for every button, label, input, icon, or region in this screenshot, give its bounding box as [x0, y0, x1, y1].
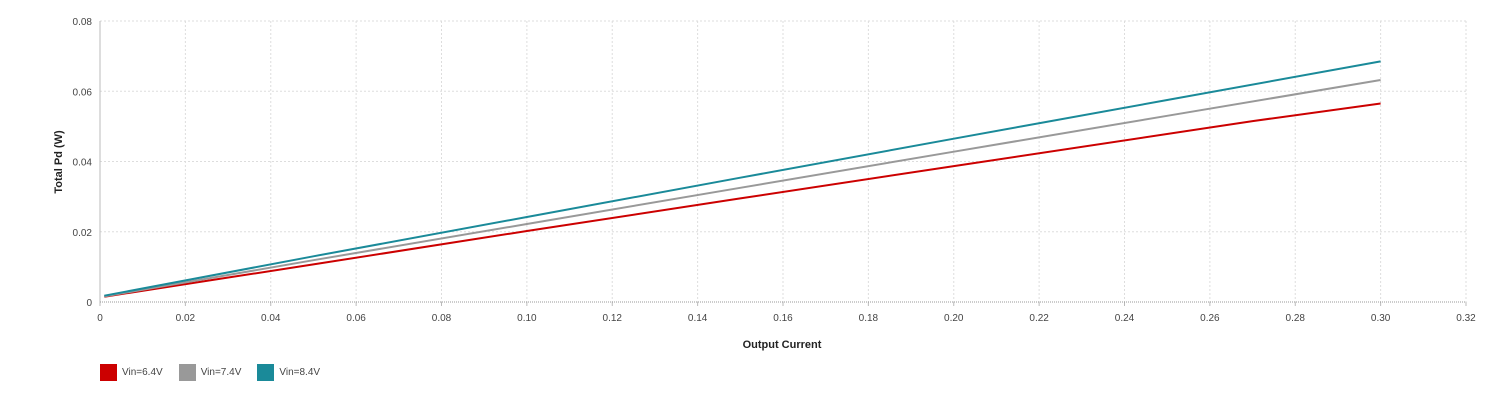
y-tick-label: 0.04 — [73, 158, 93, 169]
legend-item[interactable]: Vin=8.4V — [257, 364, 320, 381]
legend-item[interactable]: Vin=7.4V — [178, 364, 242, 381]
y-tick-label: 0 — [86, 298, 92, 309]
x-tick-label: 0.26 — [1200, 313, 1220, 324]
series-line — [104, 79, 1381, 298]
x-tick-label: 0.04 — [261, 313, 281, 324]
x-tick-label: 0.28 — [1286, 313, 1306, 324]
series-line — [104, 60, 1381, 297]
y-tick-labels: 0 0.02 0.04 0.06 0.08 — [73, 17, 93, 309]
legend-swatch — [257, 364, 275, 381]
legend: Vin=6.4V Vin=7.4V Vin=8.4V — [100, 364, 320, 381]
x-tick-label: 0.18 — [859, 313, 879, 324]
x-tick-label: 0.32 — [1456, 313, 1476, 324]
y-tick-label: 0.08 — [73, 17, 93, 28]
series-line — [104, 102, 1381, 298]
x-tick-label: 0.12 — [603, 313, 623, 324]
x-tick-label: 0.02 — [176, 313, 196, 324]
x-tick-label: 0.22 — [1029, 313, 1049, 324]
x-tick-label: 0.10 — [517, 313, 537, 324]
legend-item[interactable]: Vin=6.4V — [100, 364, 163, 381]
x-tick-label: 0 — [97, 313, 103, 324]
y-tick-label: 0.02 — [73, 228, 93, 239]
x-tick-label: 0.20 — [944, 313, 964, 324]
y-tick-label: 0.06 — [73, 87, 93, 98]
legend-label: Vin=6.4V — [122, 367, 163, 378]
legend-label: Vin=8.4V — [279, 367, 321, 378]
axes — [99, 21, 1467, 306]
x-tick-label: 0.14 — [688, 313, 708, 324]
x-tick-label: 0.16 — [773, 313, 793, 324]
grid-lines — [100, 20, 1467, 302]
x-tick-label: 0.30 — [1371, 313, 1391, 324]
series-lines — [104, 60, 1381, 298]
legend-swatch — [178, 364, 196, 381]
legend-swatch — [100, 364, 117, 381]
x-tick-label: 0.06 — [346, 313, 366, 324]
legend-label: Vin=7.4V — [200, 367, 242, 378]
x-axis-title: Output Current — [743, 339, 822, 351]
y-axis-title: Total Pd (W) — [53, 130, 65, 194]
x-tick-label: 0.24 — [1115, 313, 1135, 324]
x-tick-labels: 0 0.02 0.04 0.06 0.08 0.10 0.12 0.14 0.16 0.18 0.2… — [97, 313, 1476, 324]
x-tick-label: 0.08 — [432, 313, 452, 324]
